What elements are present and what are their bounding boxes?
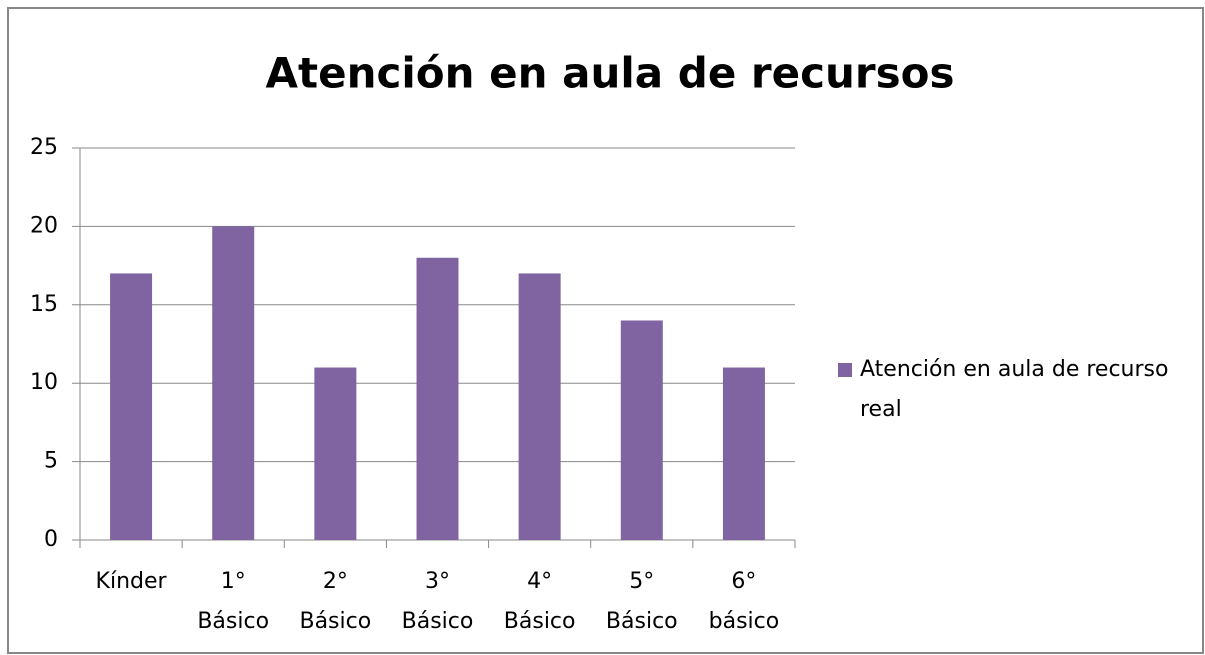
bar bbox=[110, 273, 153, 540]
y-tick-label: 5 bbox=[44, 449, 58, 474]
legend-label: Atención en aula de recurso real bbox=[860, 357, 1169, 422]
bar bbox=[212, 226, 255, 540]
y-tick-label: 20 bbox=[30, 213, 58, 238]
chart-frame bbox=[7, 7, 1204, 654]
x-tick-label: 2° Básico bbox=[299, 569, 372, 634]
x-tick-label: 6° básico bbox=[708, 569, 780, 634]
bar bbox=[314, 367, 357, 540]
y-tick-label: 10 bbox=[30, 370, 58, 395]
x-tick-label: 5° Básico bbox=[605, 569, 678, 634]
legend-swatch bbox=[838, 363, 852, 377]
y-tick-label: 15 bbox=[30, 292, 58, 317]
x-tick-label: 3° Básico bbox=[401, 569, 474, 634]
bar bbox=[620, 320, 663, 540]
x-tick-label: 4° Básico bbox=[503, 569, 576, 634]
y-tick-label: 25 bbox=[30, 135, 58, 160]
bar bbox=[722, 367, 765, 540]
y-tick-label: 0 bbox=[44, 527, 58, 552]
bar bbox=[518, 273, 561, 540]
x-tick-label: 1° Básico bbox=[197, 569, 270, 634]
x-tick-label: Kínder bbox=[95, 569, 167, 594]
bar bbox=[416, 257, 459, 540]
chart-title: Atención en aula de recursos bbox=[266, 49, 955, 98]
